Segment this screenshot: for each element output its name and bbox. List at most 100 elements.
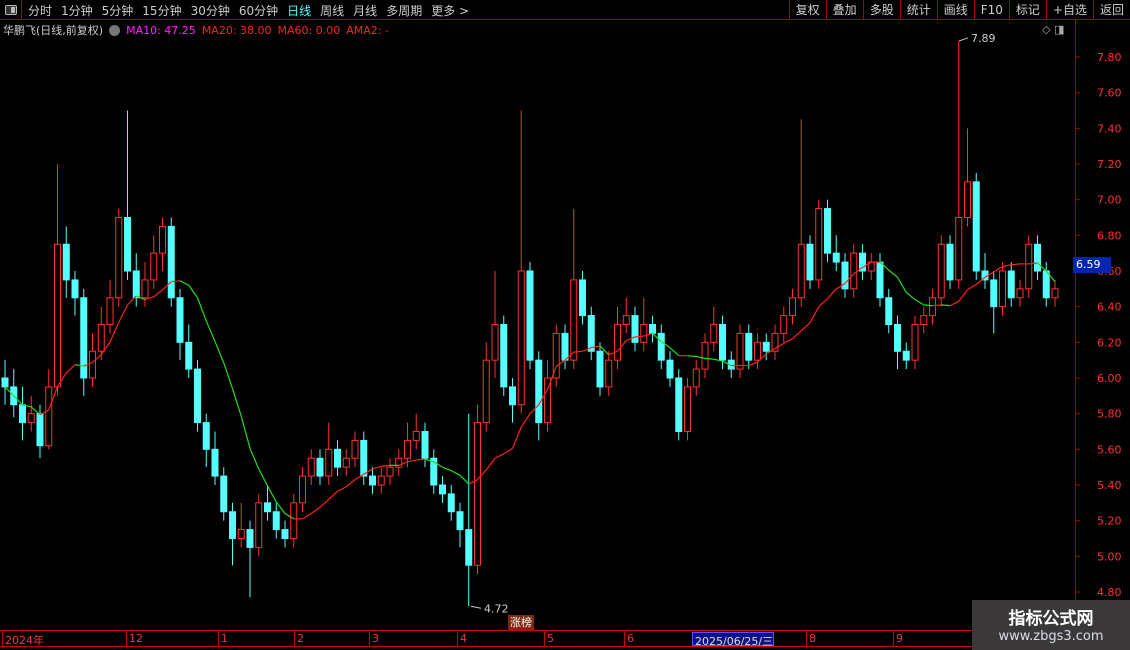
ma-line-segment bbox=[608, 350, 618, 356]
period-tab[interactable]: 多周期 bbox=[386, 4, 423, 18]
sidebar-toggle-button[interactable] bbox=[0, 0, 22, 20]
ma-line-segment bbox=[179, 280, 190, 286]
ma60-value: MA60: 0.00 bbox=[277, 23, 341, 37]
ma-line-segment bbox=[424, 458, 434, 463]
diamond-icon[interactable]: ◇ bbox=[1042, 23, 1051, 36]
toolbar-button[interactable]: 统计 bbox=[899, 0, 937, 20]
toolbar-button[interactable]: 叠加 bbox=[825, 0, 863, 20]
ma-line-segment bbox=[74, 364, 84, 367]
candle-body bbox=[841, 261, 849, 290]
period-tab[interactable]: 15分钟 bbox=[142, 4, 182, 18]
candle-body bbox=[62, 243, 70, 281]
candle-body bbox=[719, 323, 726, 361]
ma-line-segment bbox=[652, 332, 662, 342]
ma-line-segment bbox=[546, 366, 557, 390]
ma-line-segment bbox=[153, 289, 163, 298]
panel-toggle-icon[interactable]: ◨ bbox=[1053, 23, 1065, 36]
ma-line-segment bbox=[660, 340, 671, 349]
candle-body bbox=[150, 252, 158, 281]
watermark-url: www.zbgs3.com bbox=[998, 629, 1104, 644]
time-label: 6 bbox=[624, 632, 634, 646]
time-label: 3 bbox=[369, 632, 379, 646]
ma-line-segment bbox=[56, 372, 67, 387]
indicator-info-bar: 华鹏飞(日线,前复权) MA10: 47.25 MA20: 38.00 MA60… bbox=[3, 22, 389, 38]
candle-body bbox=[526, 270, 534, 361]
ma-line-segment bbox=[993, 266, 1003, 273]
ma-line-segment bbox=[485, 457, 496, 471]
ma-line-segment bbox=[266, 485, 277, 503]
ma-line-segment bbox=[591, 345, 601, 349]
ma-line-segment bbox=[4, 386, 15, 397]
low-marker bbox=[470, 605, 482, 609]
period-tab[interactable]: 5分钟 bbox=[101, 4, 134, 18]
candle-body bbox=[229, 511, 236, 539]
toolbar-button[interactable]: 标记 bbox=[1008, 0, 1046, 20]
time-label: 12 bbox=[126, 632, 143, 646]
ma-line-segment bbox=[511, 426, 522, 449]
candle-body bbox=[456, 511, 464, 531]
candle-body bbox=[587, 315, 595, 352]
candle-body bbox=[876, 261, 884, 299]
ma-line-segment bbox=[879, 261, 890, 271]
ma-line-segment bbox=[92, 354, 102, 363]
y-tick-label: 5.60 bbox=[1097, 443, 1122, 456]
period-tab[interactable]: 月线 bbox=[353, 4, 378, 18]
dropdown-icon[interactable] bbox=[109, 24, 121, 36]
toolbar-button[interactable]: 返回 bbox=[1092, 0, 1130, 20]
candle-body bbox=[666, 359, 674, 379]
candle-body bbox=[474, 422, 481, 566]
ma-line-segment bbox=[65, 364, 76, 374]
period-tab[interactable]: 1分钟 bbox=[61, 4, 93, 18]
period-tab[interactable]: 更多 > bbox=[431, 4, 470, 18]
candle-body bbox=[929, 297, 936, 317]
candle-body bbox=[955, 216, 963, 281]
limit-up-badge[interactable]: 涨榜 bbox=[508, 615, 534, 630]
period-tab[interactable]: 日线 bbox=[287, 4, 312, 18]
candle-body bbox=[596, 350, 604, 388]
ma-line-segment bbox=[862, 261, 872, 268]
ma-line-segment bbox=[896, 276, 907, 293]
candle-body bbox=[299, 475, 306, 504]
candle-body bbox=[430, 457, 438, 486]
time-axis: 2024年 12 1 2 3 4 5 6 2025/06/25/三 8 9 bbox=[0, 630, 1130, 648]
ma-line-segment bbox=[1002, 264, 1012, 268]
candle-body bbox=[334, 448, 341, 468]
toolbar-button[interactable]: F10 bbox=[973, 0, 1009, 20]
toolbar-button[interactable]: 复权 bbox=[788, 0, 826, 20]
candle-body bbox=[780, 315, 788, 334]
candle-body bbox=[45, 386, 53, 447]
ma-line-segment bbox=[345, 479, 356, 488]
ma-line-segment bbox=[144, 296, 154, 301]
ma-line-segment bbox=[696, 356, 706, 359]
period-tab[interactable]: 周线 bbox=[320, 4, 345, 18]
candle-body bbox=[736, 332, 744, 370]
ma20-value: MA20: 38.00 bbox=[201, 23, 272, 37]
toolbar-button[interactable]: +自选 bbox=[1045, 0, 1093, 20]
toolbar-button[interactable]: 画线 bbox=[936, 0, 974, 20]
ma-line-segment bbox=[520, 413, 531, 428]
period-tab[interactable]: 分时 bbox=[28, 4, 53, 18]
right-buttons: 复权 叠加 多股 统计 画线 F10 标记 +自选 返回 bbox=[788, 0, 1130, 20]
candle-body bbox=[1042, 270, 1050, 299]
candle-body bbox=[762, 341, 770, 352]
candle-body bbox=[246, 529, 254, 548]
ma-line-segment bbox=[477, 469, 487, 481]
ma-line-segment bbox=[949, 300, 960, 307]
candle-body bbox=[115, 216, 123, 299]
period-tab[interactable]: 60分钟 bbox=[238, 4, 279, 18]
y-tick-label: 7.00 bbox=[1097, 194, 1122, 207]
candle-body bbox=[386, 466, 394, 477]
ma-line-segment bbox=[800, 322, 811, 332]
ma-line-segment bbox=[13, 395, 23, 406]
current-price-tag: 6.59 bbox=[1073, 257, 1111, 273]
ma-line-segment bbox=[669, 347, 680, 357]
period-tab[interactable]: 30分钟 bbox=[190, 4, 230, 18]
ma-line-segment bbox=[783, 338, 793, 344]
ma-line-segment bbox=[205, 320, 216, 342]
candle-body bbox=[27, 413, 35, 424]
toolbar-button[interactable]: 多股 bbox=[862, 0, 900, 20]
ma-line-segment bbox=[30, 406, 41, 416]
ma-line-segment bbox=[310, 506, 321, 515]
candle-body bbox=[36, 413, 44, 447]
